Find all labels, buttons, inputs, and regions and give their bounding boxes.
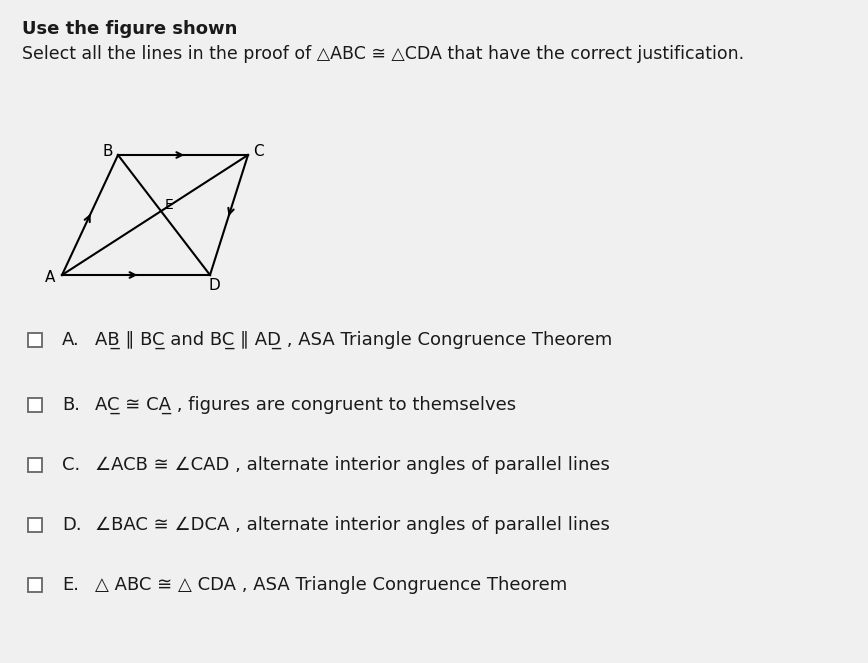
Text: ∠ACB ≅ ∠CAD , alternate interior angles of parallel lines: ∠ACB ≅ ∠CAD , alternate interior angles … xyxy=(95,456,610,474)
Text: ∠BAC ≅ ∠DCA , alternate interior angles of parallel lines: ∠BAC ≅ ∠DCA , alternate interior angles … xyxy=(95,516,610,534)
Text: C: C xyxy=(253,143,263,158)
Text: D.: D. xyxy=(62,516,82,534)
Bar xyxy=(28,578,42,592)
Text: △ ABC ≅ △ CDA , ASA Triangle Congruence Theorem: △ ABC ≅ △ CDA , ASA Triangle Congruence … xyxy=(95,576,568,594)
Text: B.: B. xyxy=(62,396,80,414)
Text: E: E xyxy=(165,198,174,212)
Bar xyxy=(28,398,42,412)
Text: E.: E. xyxy=(62,576,79,594)
Text: Select all the lines in the proof of △ABC ≅ △CDA that have the correct justifica: Select all the lines in the proof of △AB… xyxy=(22,45,744,63)
Bar xyxy=(28,333,42,347)
Text: A.: A. xyxy=(62,331,80,349)
Bar xyxy=(28,518,42,532)
Text: AC̲ ≅ CA̲ , figures are congruent to themselves: AC̲ ≅ CA̲ , figures are congruent to the… xyxy=(95,396,516,414)
Text: A: A xyxy=(45,269,56,284)
Text: AB̲ ∥ BC̲ and BC̲ ∥ AD̲ , ASA Triangle Congruence Theorem: AB̲ ∥ BC̲ and BC̲ ∥ AD̲ , ASA Triangle C… xyxy=(95,331,612,349)
Text: Use the figure shown: Use the figure shown xyxy=(22,20,237,38)
Text: B: B xyxy=(102,143,113,158)
Text: C.: C. xyxy=(62,456,80,474)
Bar xyxy=(28,458,42,472)
Text: D: D xyxy=(208,278,220,292)
